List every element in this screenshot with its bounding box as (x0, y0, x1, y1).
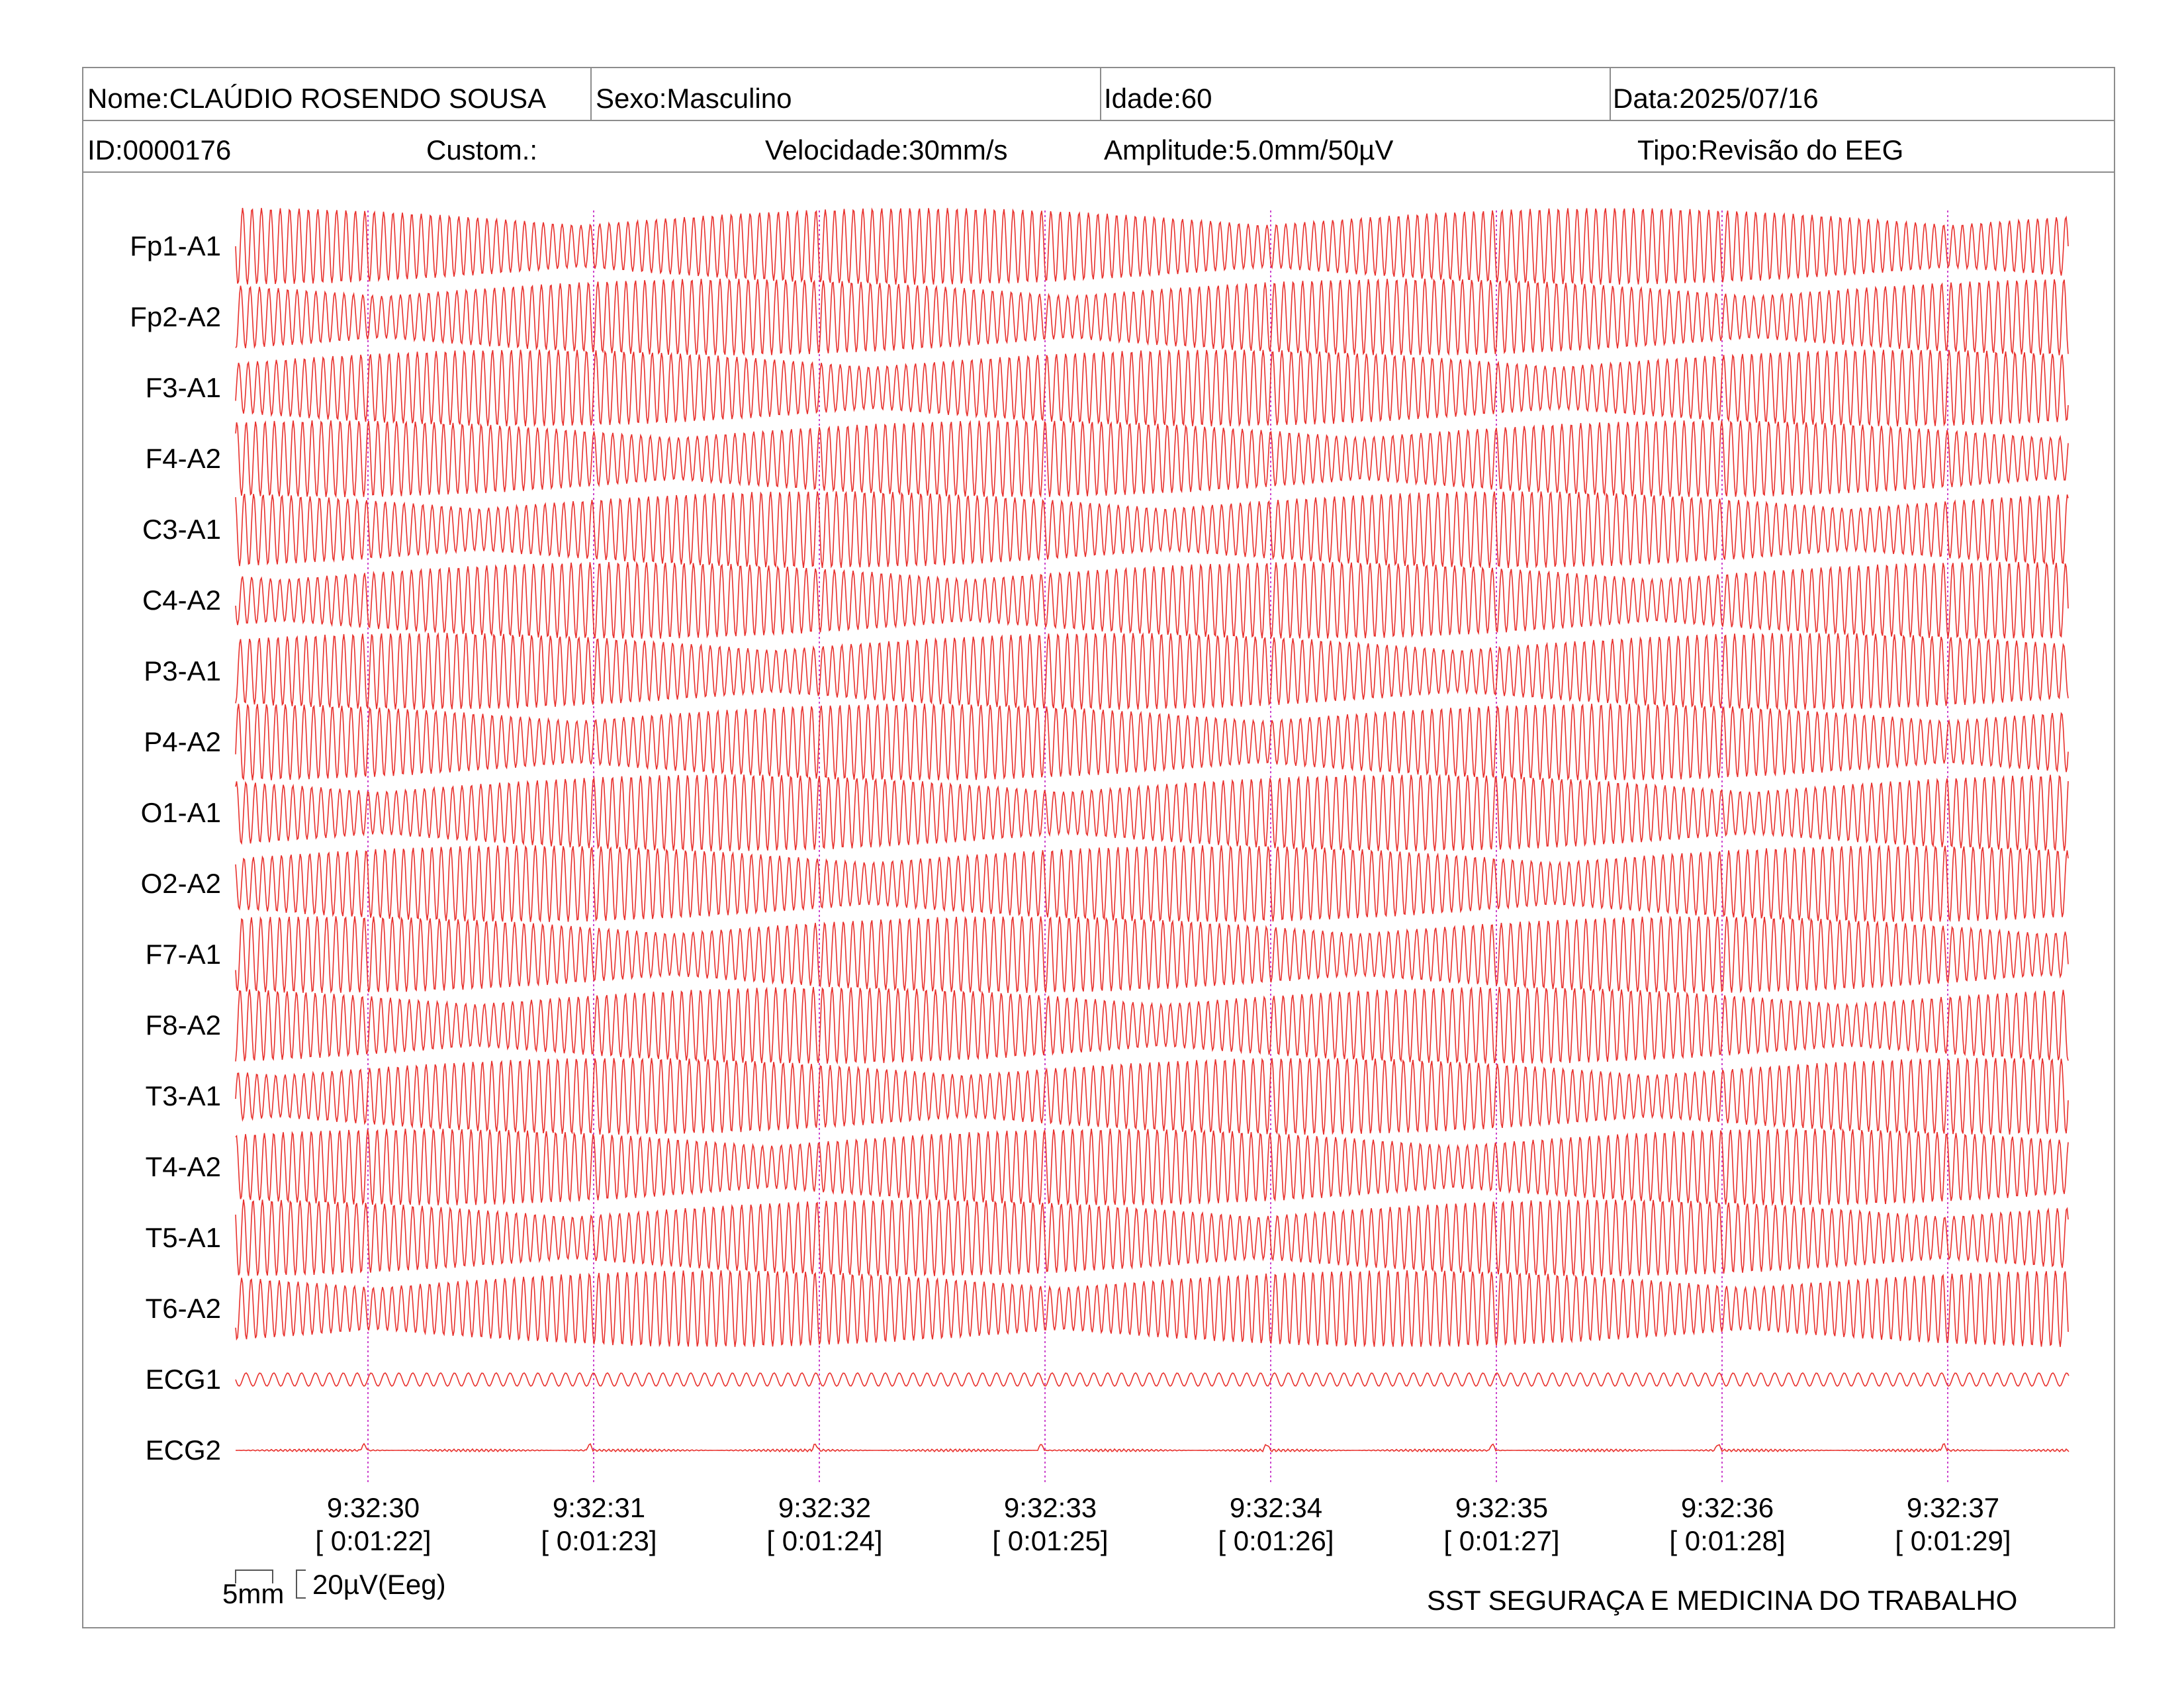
time-marker-clock: 9:32:31 (553, 1492, 645, 1523)
channel-trace (235, 278, 2069, 356)
channel-label: P4-A2 (144, 726, 221, 757)
patient-id: ID:0000176 (87, 134, 232, 165)
channel-trace (235, 845, 2069, 923)
time-scale-label: 5mm (222, 1578, 285, 1609)
time-marker-elapsed: [ 0:01:27] (1443, 1525, 1559, 1556)
channel-label: O1-A1 (141, 797, 221, 828)
channel-label: F7-A1 (146, 939, 221, 970)
recording-speed: Velocidade:30mm/s (765, 134, 1008, 165)
time-marker-clock: 9:32:30 (327, 1492, 420, 1523)
header-divider (82, 120, 2115, 121)
channel-label: ECG2 (146, 1434, 221, 1466)
channel-trace (235, 561, 2069, 640)
channel-label: F4-A2 (146, 443, 221, 474)
channel-trace (235, 491, 2069, 569)
time-marker-elapsed: [ 0:01:23] (541, 1525, 657, 1556)
channel-label: F8-A2 (146, 1009, 221, 1041)
header-cell-divider (590, 67, 592, 120)
channel-label: O2-A2 (141, 868, 221, 899)
time-marker-clock: 9:32:32 (778, 1492, 871, 1523)
channel-trace (235, 915, 2069, 994)
channel-trace (235, 632, 2069, 710)
channel-trace (235, 1372, 2070, 1387)
organization-name: SST SEGURAÇA E MEDICINA DO TRABALHO (1427, 1585, 2018, 1616)
time-marker-elapsed: [ 0:01:29] (1895, 1525, 2011, 1556)
time-marker-elapsed: [ 0:01:22] (315, 1525, 431, 1556)
channel-label: Fp1-A1 (130, 230, 221, 261)
channel-label: ECG1 (146, 1364, 221, 1395)
exam-type: Tipo:Revisão do EEG (1637, 134, 1904, 165)
channel-label: T4-A2 (146, 1151, 221, 1182)
time-marker-clock: 9:32:35 (1455, 1492, 1548, 1523)
time-marker-clock: 9:32:33 (1004, 1492, 1097, 1523)
channel-label: C4-A2 (142, 585, 221, 616)
custom-field: Custom.: (426, 134, 538, 165)
channel-label: C3-A1 (142, 514, 221, 545)
recording-amplitude: Amplitude:5.0mm/50µV (1104, 134, 1394, 165)
amplitude-scale-label: 20µV(Eeg) (312, 1569, 446, 1600)
time-marker-clock: 9:32:34 (1230, 1492, 1322, 1523)
channel-trace (235, 986, 2069, 1065)
exam-date: Data:2025/07/16 (1613, 83, 1819, 114)
time-marker-clock: 9:32:36 (1681, 1492, 1774, 1523)
channel-trace (235, 1270, 2069, 1348)
channel-label: T3-A1 (146, 1080, 221, 1111)
header-cell-divider (1100, 67, 1101, 120)
channel-trace (235, 349, 2069, 427)
time-marker-elapsed: [ 0:01:26] (1218, 1525, 1334, 1556)
header-divider (82, 171, 2115, 173)
channel-trace (235, 207, 2069, 285)
time-marker-clock: 9:32:37 (1907, 1492, 1999, 1523)
channel-label: T6-A2 (146, 1293, 221, 1324)
channel-trace (235, 419, 2069, 498)
time-marker-elapsed: [ 0:01:25] (992, 1525, 1108, 1556)
header-cell-divider (1610, 67, 1611, 120)
time-scale-bracket (235, 1570, 273, 1583)
channel-trace (235, 1127, 2069, 1207)
channel-label: Fp2-A2 (130, 301, 221, 332)
patient-sex: Sexo:Masculino (596, 83, 792, 114)
patient-name: Nome:CLAÚDIO ROSENDO SOUSA (87, 83, 547, 114)
patient-age: Idade:60 (1104, 83, 1212, 114)
time-marker-elapsed: [ 0:01:28] (1669, 1525, 1785, 1556)
channel-label: F3-A1 (146, 372, 221, 403)
channel-trace (235, 1442, 2070, 1453)
channel-label: T5-A1 (146, 1222, 221, 1253)
report-frame (82, 67, 2115, 1628)
channel-trace (235, 773, 2069, 852)
amplitude-scale-bracket (296, 1570, 306, 1599)
channel-trace (235, 1199, 2069, 1277)
channel-trace (235, 703, 2069, 781)
channel-label: P3-A1 (144, 655, 221, 686)
channel-trace (235, 1057, 2069, 1135)
time-marker-elapsed: [ 0:01:24] (766, 1525, 882, 1556)
